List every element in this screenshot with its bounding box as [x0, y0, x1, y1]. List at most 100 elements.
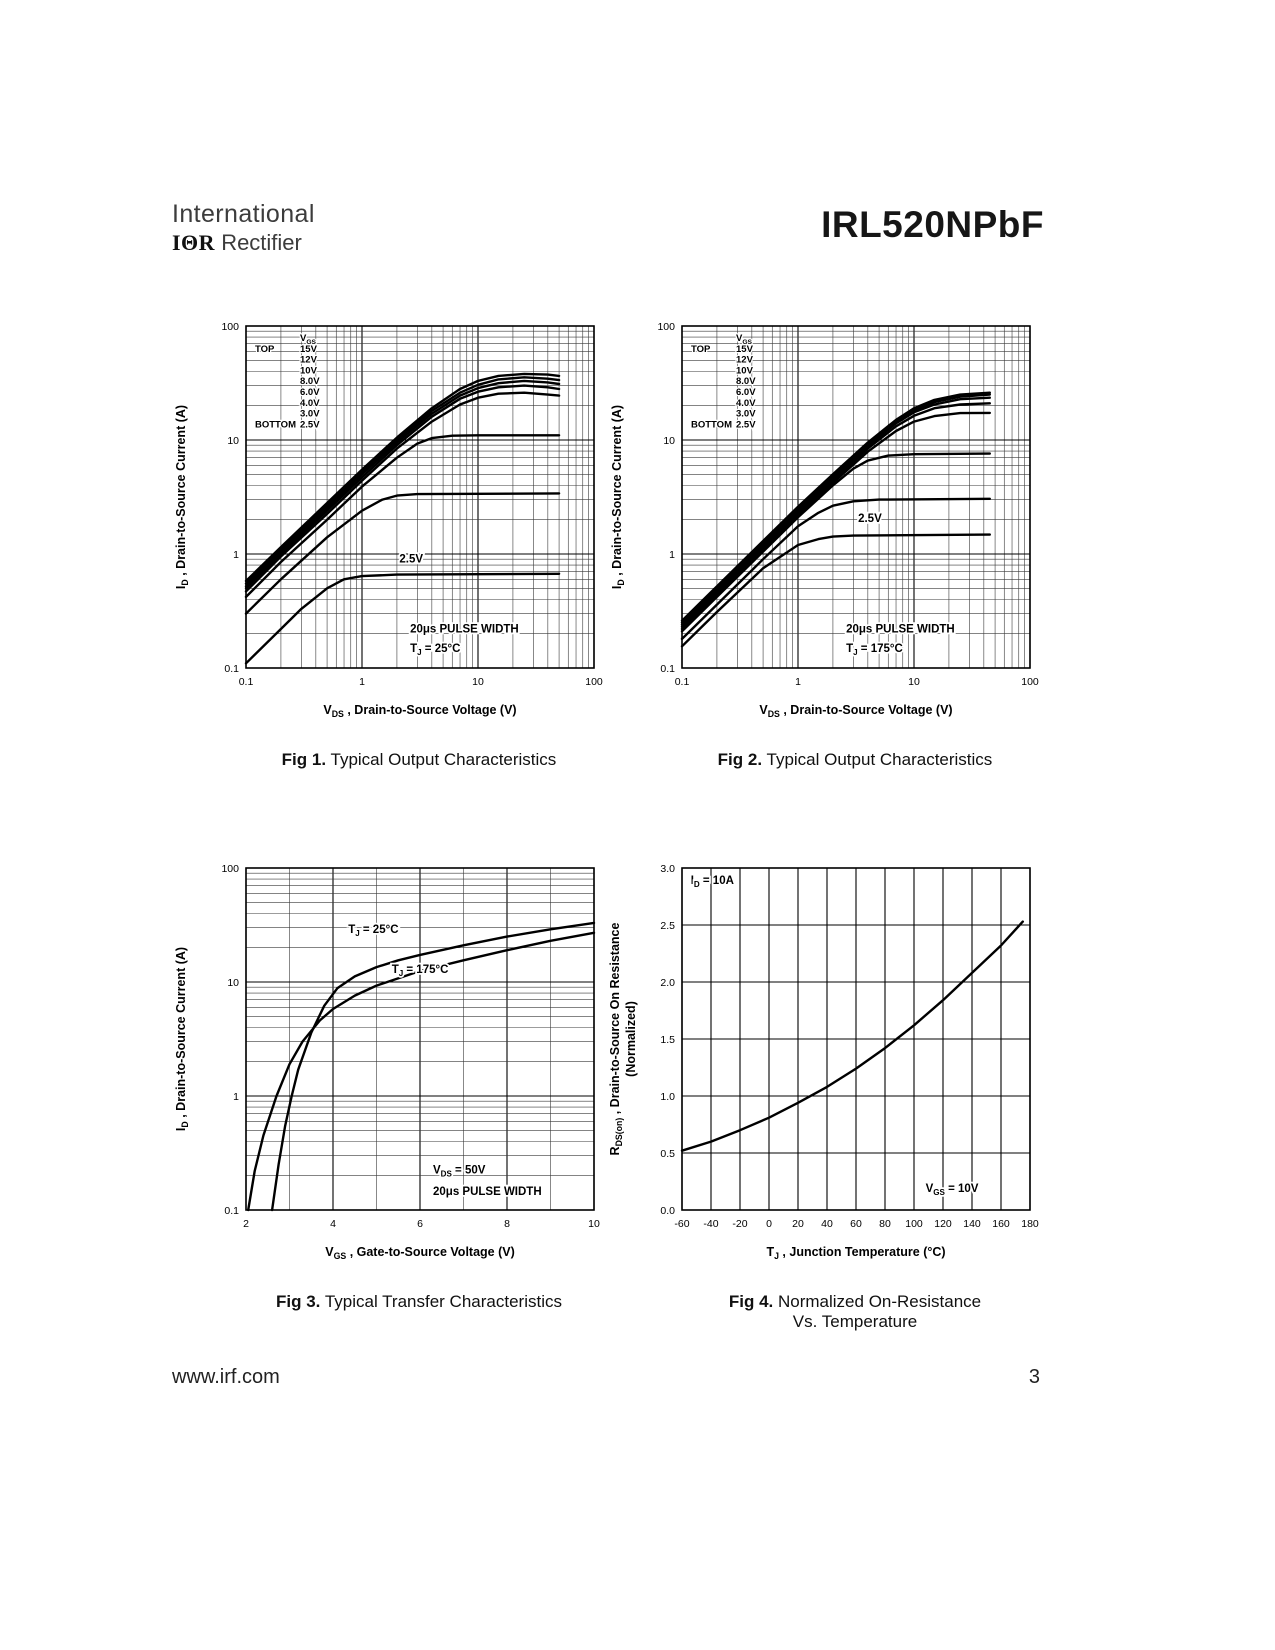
fig3-caption-title: Typical Transfer Characteristics [324, 1292, 562, 1311]
legend-entry: BOTTOM [691, 419, 732, 430]
charts-grid: 0.1 1 10 100 0.1 1 10 100 VDS , Drain-to-Source … [172, 312, 1044, 1332]
fig3-caption: Fig 3. Typical Transfer Characteristics [172, 1292, 608, 1312]
y-axis-label: ID , Drain-to-Source Current (A) [174, 947, 190, 1131]
svg-text:140: 140 [963, 1218, 981, 1230]
legend-entry: VGS [300, 333, 317, 346]
fig1-caption: Fig 1. Typical Output Characteristics [172, 750, 608, 770]
fig4-caption-label: Fig 4. [728, 1292, 774, 1311]
svg-text:4: 4 [330, 1218, 336, 1230]
svg-text:80: 80 [879, 1218, 891, 1230]
fig4-caption-title: Normalized On-Resistance [778, 1292, 982, 1311]
fig4-caption-subtitle: Vs. Temperature [792, 1312, 918, 1331]
svg-text:100: 100 [585, 676, 603, 688]
x-axis-label: VDS , Drain-to-Source Voltage (V) [759, 703, 952, 719]
svg-text:20: 20 [792, 1218, 804, 1230]
svg-text:100: 100 [221, 321, 239, 333]
legend-entry: 12V [736, 355, 754, 366]
brand-rectifier: Rectifier [221, 230, 302, 255]
svg-text:100: 100 [905, 1218, 923, 1230]
fig3-svg: 2 4 6 8 10 0.1 1 10 100 VGS , Gate-to-Source Volt… [174, 863, 600, 1261]
fig3-transfer-characteristics-chart: 2 4 6 8 10 0.1 1 10 100 VGS , Gate-to-Source Volt… [172, 854, 608, 1268]
svg-text:60: 60 [850, 1218, 862, 1230]
svg-text:180: 180 [1021, 1218, 1039, 1230]
ior-logo-icon: IΘR [172, 230, 216, 255]
svg-text:0.1: 0.1 [224, 1205, 239, 1217]
fig2-caption-label: Fig 2. [717, 750, 763, 769]
svg-text:10: 10 [588, 1218, 600, 1230]
fig1-caption-title: Typical Output Characteristics [330, 750, 557, 769]
legend-entry: 4.0V [736, 398, 756, 409]
legend-entry: 6.0V [300, 387, 320, 398]
legend-entry: 2.5V [300, 419, 320, 430]
chart-annotation: TJ = 25°C [410, 643, 460, 657]
svg-text:3.0: 3.0 [660, 863, 675, 875]
part-number: IRL520NPbF [821, 204, 1044, 245]
y-axis-label-line2: (Normalized) [624, 1001, 638, 1077]
brand-rectifier-line: IΘR Rectifier [172, 230, 315, 256]
legend-entry: 10V [300, 365, 318, 376]
page-footer: www.irf.com 3 [172, 1366, 1040, 1389]
svg-text:100: 100 [657, 321, 675, 333]
curve-12V [680, 393, 991, 624]
curve-8.0V [680, 402, 991, 628]
legend-entry: 12V [300, 355, 318, 366]
svg-text:0.1: 0.1 [675, 676, 690, 688]
chart-annotation: ID = 10A [691, 875, 734, 889]
figure-1: 0.1 1 10 100 0.1 1 10 100 VDS , Drain-to-Source … [172, 312, 608, 770]
svg-text:10: 10 [227, 435, 239, 447]
curve-6.0V [244, 391, 561, 593]
svg-text:2: 2 [243, 1218, 249, 1230]
fig4-on-resistance-chart: -60 -40 -20 0 20 40 60 80 100 120 140 160 180 0.0 0.5 1… [608, 854, 1044, 1268]
page-header: International IΘR Rectifier IRL520NPbF [172, 200, 1044, 256]
chart-annotation: 2.5V [399, 554, 423, 566]
svg-text:0: 0 [766, 1218, 772, 1230]
svg-text:1: 1 [233, 549, 239, 561]
svg-text:1.0: 1.0 [660, 1091, 675, 1103]
page-number: 3 [1028, 1366, 1040, 1388]
brand-international: International [172, 200, 315, 228]
figure-4: -60 -40 -20 0 20 40 60 80 100 120 140 160 180 0.0 0.5 1… [608, 854, 1044, 1332]
legend-entry: VGS [736, 333, 753, 346]
chart-annotation: TJ = 25°C [348, 924, 398, 938]
svg-text:10: 10 [908, 676, 920, 688]
curve-TJ = 25°C [270, 921, 596, 1212]
svg-text:120: 120 [934, 1218, 952, 1230]
curve-TJ = 175°C [247, 931, 596, 1212]
svg-text:10: 10 [227, 977, 239, 989]
svg-text:1.5: 1.5 [660, 1034, 675, 1046]
legend-entry: BOTTOM [255, 419, 296, 430]
svg-text:-40: -40 [703, 1218, 718, 1230]
svg-text:-60: -60 [674, 1218, 689, 1230]
x-axis-label: TJ , Junction Temperature (°C) [766, 1245, 945, 1261]
svg-text:2.5: 2.5 [660, 920, 675, 932]
fig2-caption: Fig 2. Typical Output Characteristics [608, 750, 1044, 770]
svg-text:1: 1 [359, 676, 365, 688]
fig2-output-characteristics-chart: 0.1 1 10 100 0.1 1 10 100 VDS , Drain-to-Source … [608, 312, 1044, 726]
svg-text:0.0: 0.0 [660, 1205, 675, 1217]
legend-entry: TOP [255, 344, 275, 355]
figure-3: 2 4 6 8 10 0.1 1 10 100 VGS , Gate-to-Source Volt… [172, 854, 608, 1332]
fig4-caption: Fig 4. Normalized On-Resistance Vs. Temp… [608, 1292, 1044, 1332]
legend-entry: 3.0V [300, 409, 320, 420]
fig1-svg: 0.1 1 10 100 0.1 1 10 100 VDS , Drain-to-Source … [174, 321, 603, 719]
svg-text:100: 100 [221, 863, 239, 875]
legend-entry: 15V [300, 344, 318, 355]
chart-annotation: TJ = 175°C [846, 643, 903, 657]
fig1-output-characteristics-chart: 0.1 1 10 100 0.1 1 10 100 VDS , Drain-to-Source … [172, 312, 608, 726]
legend-entry: TOP [691, 344, 711, 355]
curve-RDS(on) normalized [680, 920, 1024, 1152]
chart-annotation: 2.5V [858, 513, 882, 525]
svg-text:100: 100 [1021, 676, 1039, 688]
svg-text:0.1: 0.1 [660, 663, 675, 675]
svg-text:6: 6 [417, 1218, 423, 1230]
legend-entry: 8.0V [736, 376, 756, 387]
legend-entry: 6.0V [736, 387, 756, 398]
chart-annotation: 20μs PULSE WIDTH [846, 624, 955, 636]
fig4-svg: -60 -40 -20 0 20 40 60 80 100 120 140 160 180 0.0 0.5 1… [608, 863, 1039, 1261]
legend-entry: 15V [736, 344, 754, 355]
svg-text:8: 8 [504, 1218, 510, 1230]
curve-15V [244, 372, 561, 583]
svg-text:1: 1 [233, 1091, 239, 1103]
y-axis-label: ID , Drain-to-Source Current (A) [610, 405, 626, 589]
